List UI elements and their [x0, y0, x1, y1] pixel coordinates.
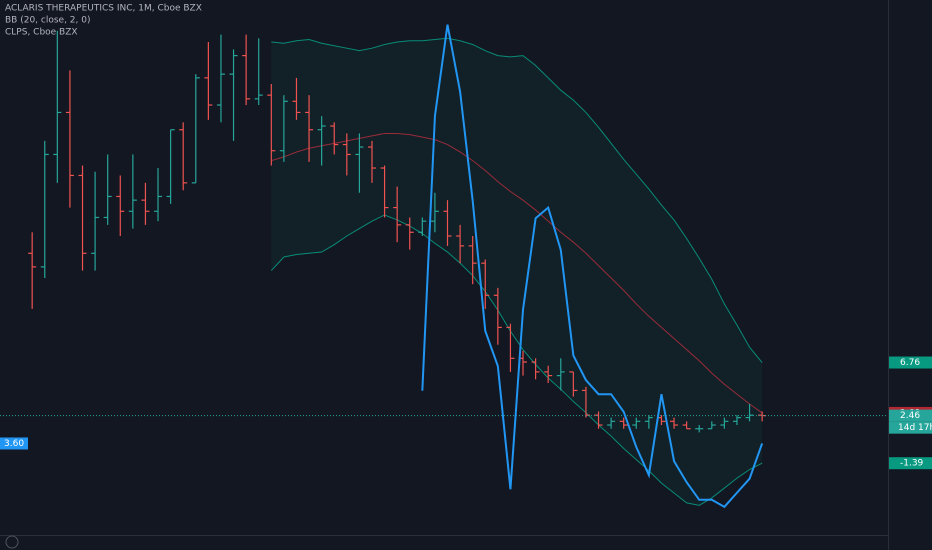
- countdown-label: 14d 17h: [898, 423, 932, 433]
- plot: [0, 24, 888, 509]
- bb-lower: [270, 214, 763, 506]
- price-tag-label: 2.46: [900, 411, 920, 421]
- price-tag: [889, 409, 932, 422]
- price-tag: [889, 356, 932, 369]
- countdown-tag: [889, 421, 932, 434]
- band-fill: [271, 38, 763, 506]
- bb-basis: [271, 132, 763, 414]
- clps-line: [421, 24, 764, 509]
- scale-icon[interactable]: [5, 535, 19, 549]
- bb-upper: [271, 37, 763, 363]
- left-price-tag-label: 3.60: [4, 439, 24, 449]
- legend-clps: CLPS, Cboe BZX: [5, 28, 78, 38]
- legend-bb: BB (20, close, 2, 0): [5, 16, 90, 26]
- price-tag-label: -1.39: [900, 459, 924, 469]
- legend-main: ACLARIS THERAPEUTICS INC, 1M, Cboe BZX: [5, 4, 202, 14]
- left-price-tag: [0, 437, 28, 450]
- price-tag-label: 6.76: [900, 358, 920, 368]
- price-tag: [889, 457, 932, 470]
